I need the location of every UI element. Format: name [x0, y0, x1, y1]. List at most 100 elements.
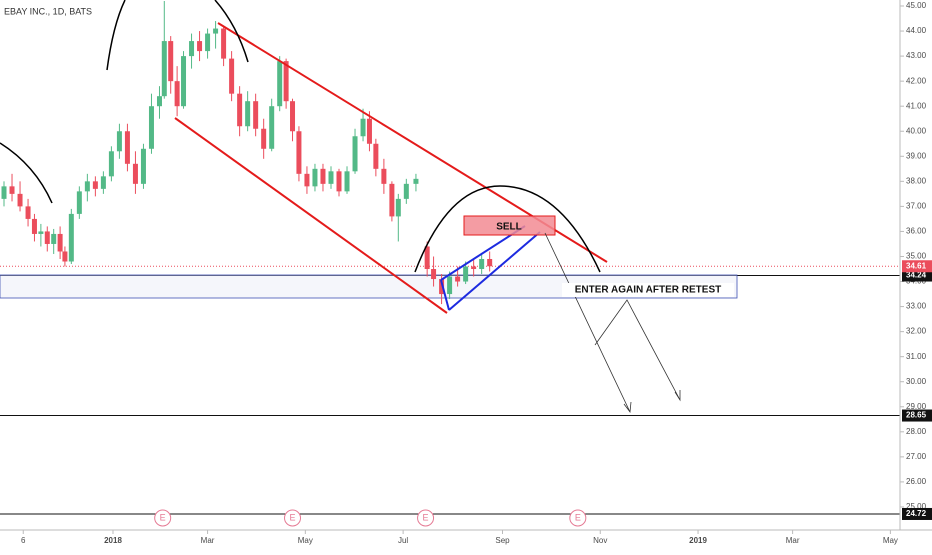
- price-label-bg: [902, 409, 932, 422]
- candle-body: [237, 93, 243, 127]
- y-tick-label: 31.00: [906, 352, 927, 361]
- candle-body: [360, 118, 366, 137]
- candle-body: [304, 173, 310, 187]
- candle-body: [261, 128, 267, 149]
- candle-body: [213, 28, 219, 34]
- candle-body: [84, 181, 90, 192]
- arc: [106, 0, 126, 71]
- candle-body: [161, 41, 167, 97]
- candle-body: [189, 41, 195, 57]
- candle-body: [389, 183, 395, 217]
- candle-body: [366, 118, 372, 144]
- candle-body: [17, 193, 23, 207]
- y-tick-label: 40.00: [906, 126, 927, 135]
- candle-body: [221, 28, 227, 59]
- candle-body: [395, 198, 401, 217]
- sell-box: [463, 215, 556, 236]
- earnings-label: E: [575, 512, 581, 522]
- x-tick-label: Nov: [593, 536, 607, 545]
- price-label: 34.61: [906, 261, 927, 270]
- candle-body: [229, 58, 235, 94]
- y-tick-label: 44.00: [906, 26, 927, 35]
- candle-body: [197, 41, 203, 52]
- candle-body: [336, 171, 342, 192]
- y-tick-label: 35.00: [906, 252, 927, 261]
- y-tick-label: 37.00: [906, 202, 927, 211]
- candle-body: [381, 168, 387, 184]
- earnings-marker: [284, 509, 302, 527]
- y-tick-label: 38.00: [906, 176, 927, 185]
- candle-body: [1, 186, 7, 199]
- earnings-label: E: [160, 512, 166, 522]
- candle-body: [124, 131, 130, 164]
- candle-body: [344, 171, 350, 192]
- candle-body: [413, 178, 419, 184]
- candle-body: [431, 269, 437, 280]
- candle-body: [245, 101, 251, 127]
- candle-body: [51, 233, 57, 244]
- candle-body: [25, 206, 31, 219]
- chart-title: EBAY INC., 1D, BATS: [4, 6, 92, 16]
- y-tick-label: 42.00: [906, 76, 927, 85]
- earnings-marker: [417, 509, 435, 527]
- x-tick-label: Mar: [201, 536, 215, 545]
- candle-body: [148, 106, 154, 149]
- channel-bottom: [174, 117, 448, 314]
- candle-body: [140, 148, 146, 184]
- annotation-bg: [562, 283, 734, 297]
- candle-body: [269, 106, 275, 149]
- x-tick-label: 6: [21, 536, 26, 545]
- candle-body: [277, 61, 283, 107]
- price-label-bg: [902, 269, 932, 282]
- candle-body: [296, 131, 302, 174]
- candle-body: [205, 33, 211, 52]
- candle-body: [168, 41, 174, 82]
- arc: [0, 142, 53, 204]
- earnings-marker: [154, 509, 172, 527]
- candle-body: [424, 246, 430, 270]
- candle-body: [479, 258, 485, 270]
- earnings-marker: [569, 509, 587, 527]
- candle-body: [116, 131, 122, 152]
- annotation: ENTER AGAIN AFTER RETEST: [575, 285, 721, 296]
- y-tick-label: 39.00: [906, 151, 927, 160]
- y-tick-label: 25.00: [906, 502, 927, 511]
- annotation: SELL: [496, 222, 522, 233]
- earnings-label: E: [423, 512, 429, 522]
- price-label: 34.24: [906, 271, 927, 280]
- y-tick-label: 43.00: [906, 51, 927, 60]
- y-tick-label: 30.00: [906, 377, 927, 386]
- arrow: [594, 299, 681, 402]
- candle-body: [57, 233, 63, 252]
- x-tick-label: Mar: [786, 536, 800, 545]
- y-tick-label: 36.00: [906, 227, 927, 236]
- candle-body: [471, 266, 477, 270]
- candle-body: [38, 231, 44, 234]
- x-tick-label: Jul: [398, 536, 408, 545]
- candle-body: [9, 186, 15, 194]
- candle-body: [447, 276, 453, 295]
- candle-body: [31, 218, 37, 234]
- candle-body: [181, 56, 187, 107]
- y-tick-label: 27.00: [906, 452, 927, 461]
- candle-body: [328, 171, 334, 184]
- arc: [414, 185, 601, 273]
- candle-body: [68, 213, 74, 262]
- candle-body: [44, 231, 50, 244]
- candle-body: [439, 279, 445, 295]
- candle-body: [156, 96, 162, 107]
- y-tick-label: 41.00: [906, 101, 927, 110]
- candle-body: [403, 183, 409, 199]
- candle-body: [100, 176, 106, 189]
- price-label: 24.72: [906, 509, 927, 518]
- y-tick-label: 28.00: [906, 427, 927, 436]
- candle-body: [352, 136, 358, 172]
- candle-body: [312, 168, 318, 187]
- x-tick-label: Sep: [495, 536, 510, 545]
- x-tick-label: May: [883, 536, 898, 545]
- earnings-label: E: [290, 512, 296, 522]
- y-tick-label: 32.00: [906, 327, 927, 336]
- x-tick-label: May: [298, 536, 313, 545]
- candle-body: [290, 101, 296, 132]
